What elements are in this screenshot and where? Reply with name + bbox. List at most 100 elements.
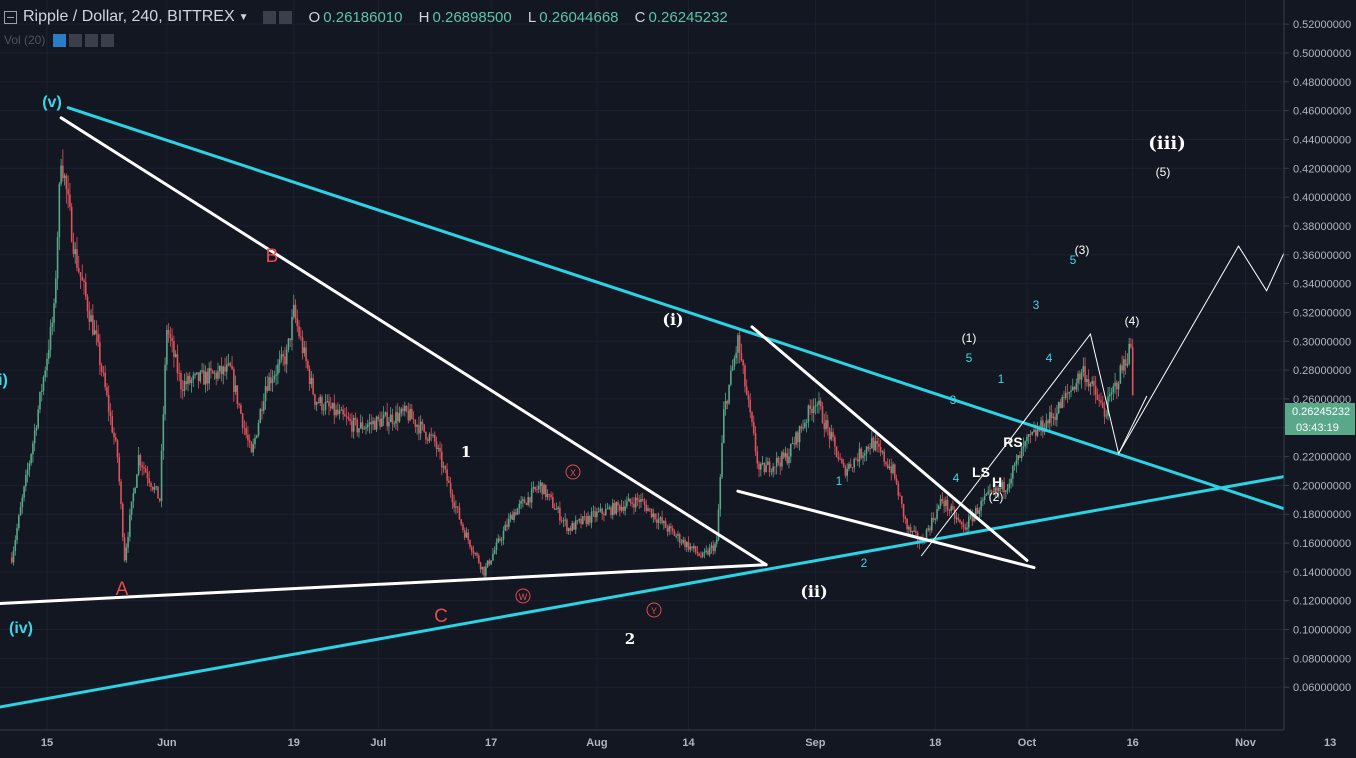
candle-body xyxy=(617,502,619,506)
wave-label: (2) xyxy=(989,490,1004,504)
candle-body xyxy=(1084,366,1086,382)
candle-body xyxy=(194,373,196,376)
candle-body xyxy=(418,425,420,434)
candle-body xyxy=(678,534,681,543)
candle-body xyxy=(49,326,52,351)
candle-body xyxy=(1071,386,1074,391)
candle-body xyxy=(403,405,406,412)
candle-body xyxy=(1040,420,1042,431)
candle-body xyxy=(92,315,94,335)
projection-path[interactable] xyxy=(920,168,1324,557)
candle-body xyxy=(46,358,48,371)
candle-body xyxy=(1101,402,1104,409)
candle-body xyxy=(677,534,679,536)
candle-body xyxy=(834,437,836,447)
candle-body xyxy=(724,401,727,410)
y-tick-label: 0.14000000 xyxy=(1293,567,1351,579)
wave-label: (i) xyxy=(662,310,683,329)
settings-icon[interactable] xyxy=(69,33,83,47)
symbol-title[interactable]: Ripple / Dollar, 240, BITTREX xyxy=(23,8,235,25)
candle-body xyxy=(752,421,755,434)
candle-body xyxy=(881,451,884,453)
candle-body xyxy=(282,354,284,357)
candle-body xyxy=(53,303,55,323)
eye-icon[interactable] xyxy=(262,10,276,24)
candle-body xyxy=(76,249,78,269)
candle-body xyxy=(712,545,715,552)
close-icon[interactable] xyxy=(101,33,115,47)
candle-body xyxy=(700,555,702,557)
candle-body xyxy=(1008,483,1011,489)
candle-body xyxy=(925,529,928,542)
candle-body xyxy=(178,372,180,374)
candle-body xyxy=(885,461,887,465)
candle-body xyxy=(474,553,477,555)
candle-body xyxy=(335,409,337,416)
candle-body xyxy=(1096,394,1099,401)
candle-body xyxy=(74,249,76,255)
cyan-trendline[interactable] xyxy=(0,449,1356,709)
candle-body xyxy=(167,329,170,335)
candle-body xyxy=(160,450,163,501)
candle-body xyxy=(176,354,179,373)
candle-body xyxy=(714,543,716,552)
candle-body xyxy=(615,502,618,514)
candle-body xyxy=(890,466,893,474)
candle-body xyxy=(899,495,901,497)
candle-body xyxy=(844,466,847,476)
candle-body xyxy=(218,365,221,372)
candle-body xyxy=(673,531,676,537)
candle-body xyxy=(240,405,242,414)
candle-body xyxy=(261,409,263,411)
candle-body xyxy=(481,566,484,570)
candle-body xyxy=(596,511,598,518)
add-icon[interactable] xyxy=(85,33,99,47)
candle-body xyxy=(426,439,429,441)
candle-body xyxy=(656,519,658,523)
candle-body xyxy=(97,333,99,343)
projection-line[interactable] xyxy=(920,168,1324,557)
candle-body xyxy=(493,550,496,554)
candle-body xyxy=(701,552,704,557)
settings-icon[interactable] xyxy=(278,10,292,24)
candle-body xyxy=(63,175,66,179)
white-trendline[interactable] xyxy=(0,563,768,605)
candle-body xyxy=(262,401,265,411)
candle-body xyxy=(151,486,154,490)
candle-body xyxy=(358,428,360,433)
visibility-icon[interactable] xyxy=(53,33,67,47)
candle-body xyxy=(419,421,422,434)
candle-body xyxy=(966,527,968,530)
white-trendline[interactable] xyxy=(59,116,768,567)
collapse-icon[interactable] xyxy=(4,10,17,24)
candle-body xyxy=(448,480,450,483)
white-trendline[interactable] xyxy=(736,489,1036,570)
cyan-trendline[interactable] xyxy=(66,106,1356,540)
candle-body xyxy=(592,511,595,513)
candle-body xyxy=(892,464,894,474)
candle-body xyxy=(560,520,563,522)
candle-body xyxy=(292,304,295,317)
candle-body xyxy=(1045,420,1048,431)
candle-body xyxy=(220,365,223,375)
projection-line[interactable] xyxy=(1118,395,1148,454)
trendlines[interactable] xyxy=(0,106,1356,709)
candle-body xyxy=(88,311,91,322)
wave-label: 3 xyxy=(950,393,957,407)
white-trendline[interactable] xyxy=(750,325,1029,562)
candle-body xyxy=(539,482,542,487)
candle-body xyxy=(782,452,785,458)
volume-label[interactable]: Vol (20) xyxy=(4,33,46,47)
chart-header: Ripple / Dollar, 240, BITTREX ▼ O 0.26186… xyxy=(0,0,1000,47)
candle-body xyxy=(893,464,896,479)
candle-body xyxy=(1128,343,1130,364)
candle-body xyxy=(363,428,366,430)
wave-label: RS xyxy=(1003,434,1022,450)
candle-body xyxy=(795,432,797,445)
candle-body xyxy=(132,493,135,502)
candle-body xyxy=(444,466,447,470)
candle-body xyxy=(437,447,440,449)
candle-body xyxy=(571,523,574,531)
chevron-down-icon[interactable]: ▼ xyxy=(238,11,249,23)
